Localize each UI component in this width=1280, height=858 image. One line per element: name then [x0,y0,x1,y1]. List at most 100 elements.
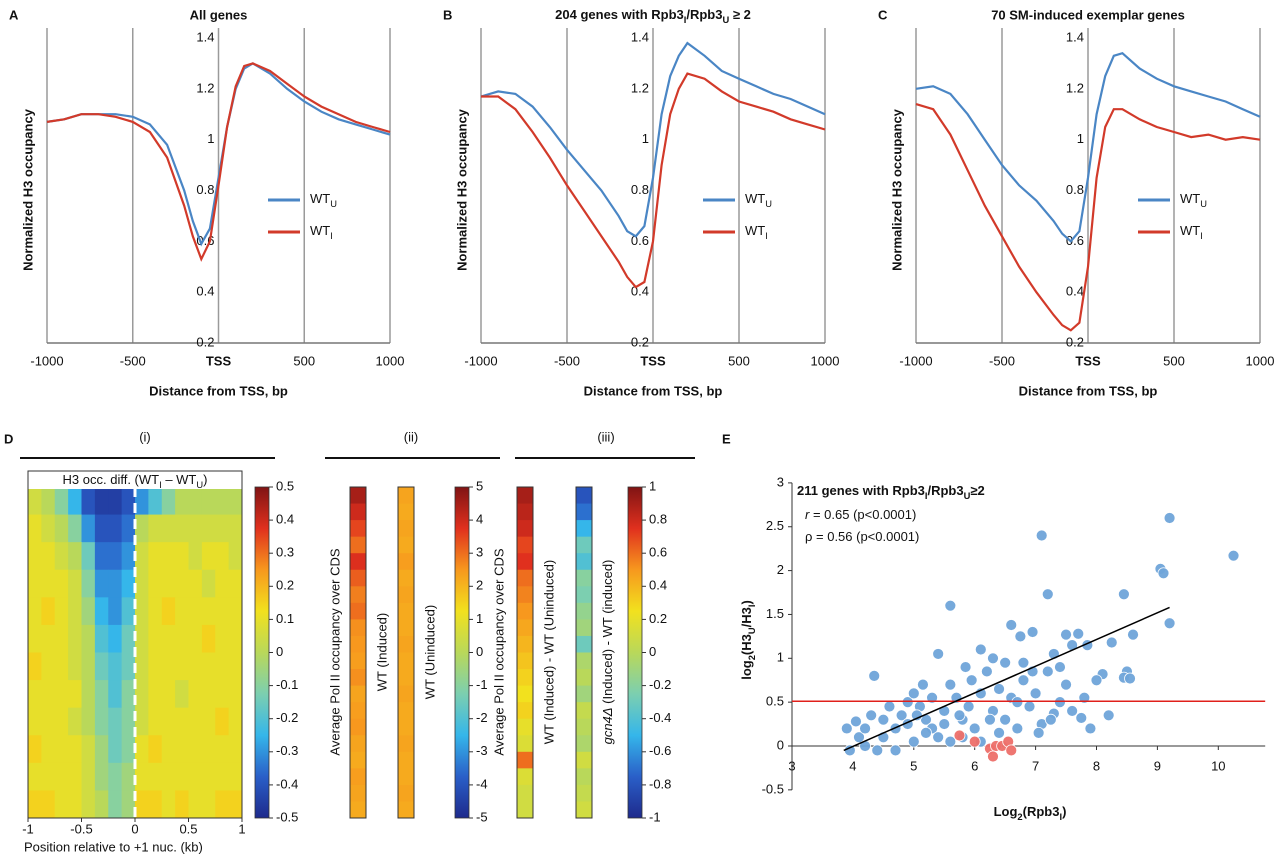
scatter-point [1041,665,1054,678]
heatmap-cell [41,652,56,681]
y-tick-label: 0.2 [1066,334,1084,349]
colorbar-tick-label: -0.1 [276,677,298,692]
heatmap-cell [135,680,149,709]
y-tick-label: 0.2 [631,334,649,349]
strip-cell [350,685,366,703]
text-part: U [964,491,971,501]
x-tick-label: 500 [1163,353,1185,368]
heatmap-cell [121,790,136,819]
strip-cell [576,602,592,620]
colorbar-tick-label: 0.4 [649,578,667,593]
scatter-point [1084,722,1097,735]
y-axis-title: Normalized H3 occupancy [454,108,469,271]
heatmap-cell [41,707,56,736]
scatter-point [932,731,945,744]
line-series [915,103,1261,332]
heatmap-cell [228,487,243,516]
heatmap-cell [68,624,82,653]
scatter-point [1026,626,1039,638]
strip-cell [398,702,414,720]
strip-label: gcn4Δ (Induced) - WT (induced) [600,560,615,745]
text-part: WT [745,191,765,206]
colorbar-tick-label: 0.3 [276,545,294,560]
x-tick-label: 7 [1032,758,1039,773]
strip-cell [576,569,592,587]
heatmap-cell [175,790,189,819]
text-part: Log [994,804,1018,819]
heatmap-cell [175,652,189,681]
y-tick-label: 0.5 [766,694,784,709]
text-part: U [765,199,772,209]
heatmap-cell [215,569,230,598]
heatmap-cell [28,762,42,791]
heatmap-cell [228,735,243,764]
text-part: ≥ 2 [729,7,751,22]
heatmap-cell [94,652,109,681]
x-tick-label: 0 [131,821,138,836]
annotation: ρ = 0.56 (p<0.0001) [805,529,919,544]
heatmap-cell [121,624,136,653]
x-tick-label: -500 [554,353,580,368]
heatmap-cell [228,514,243,543]
scatter-point [1127,628,1139,641]
x-tick-label: -500 [120,353,146,368]
colorbar-tick-label: -0.2 [649,677,671,692]
colorbar [454,486,470,819]
scatter-point [1011,696,1024,709]
heatmap-cell [68,569,82,598]
heatmap-cell [94,487,109,516]
panel-letter: B [443,7,452,22]
y-tick-label: 1 [777,650,784,665]
scatter-point [959,661,972,673]
strip-cell [350,503,366,521]
legend-label: WTU [310,191,337,209]
strip-cell [350,536,366,554]
heatmap-cell [41,514,56,543]
heatmap-cell [228,652,243,681]
strip-cell [576,487,592,505]
heatmap-cell [188,542,203,571]
annotation: r = 0.65 (p<0.0001) [805,507,916,522]
strip-cell [576,751,592,769]
scatter-point [953,729,966,742]
text-part: WT [310,191,330,206]
y-tick-label: 0.6 [1066,233,1084,248]
line-series [480,41,826,238]
strip-cell [398,669,414,687]
heatmap-cell [201,597,216,626]
heatmap-cell [201,624,216,653]
colorbar-tick-label: 0 [276,644,283,659]
heatmap-cell [175,624,189,653]
heatmap-cell [161,652,176,681]
scatter-point [984,713,996,726]
heatmap-cell [54,569,69,598]
scatter-point [1102,709,1115,722]
scatter-point [883,700,896,713]
scatter-point [1029,687,1042,700]
heatmap-cell [161,514,176,543]
strip-cell [517,635,533,653]
x-tick-label: 500 [293,353,315,368]
strip-cell [517,702,533,720]
heatmap-cell [135,790,149,819]
heatmap-cell [188,680,203,709]
heatmap-cell [68,487,82,516]
y-tick-label: 0.4 [1066,284,1084,299]
heatmap-cell [108,707,123,736]
text-part: U [196,480,203,490]
heatmap-cell [228,680,243,709]
strip-cell [350,768,366,786]
heatmap-cell [161,790,176,819]
strip-cell [398,487,414,505]
text-part: gcn4Δ [600,707,615,744]
x-axis-title: Distance from TSS, bp [584,383,723,398]
heatmap-cell [161,624,176,653]
x-tick-label: 3 [788,758,795,773]
scatter-point [1163,512,1176,524]
heatmap-cell [81,735,96,764]
y-tick-label: 1.4 [196,29,214,44]
heatmap-cell [188,707,203,736]
heatmap-cell [215,542,230,571]
heatmap-cell [94,680,109,709]
heatmap-cell [108,487,123,516]
